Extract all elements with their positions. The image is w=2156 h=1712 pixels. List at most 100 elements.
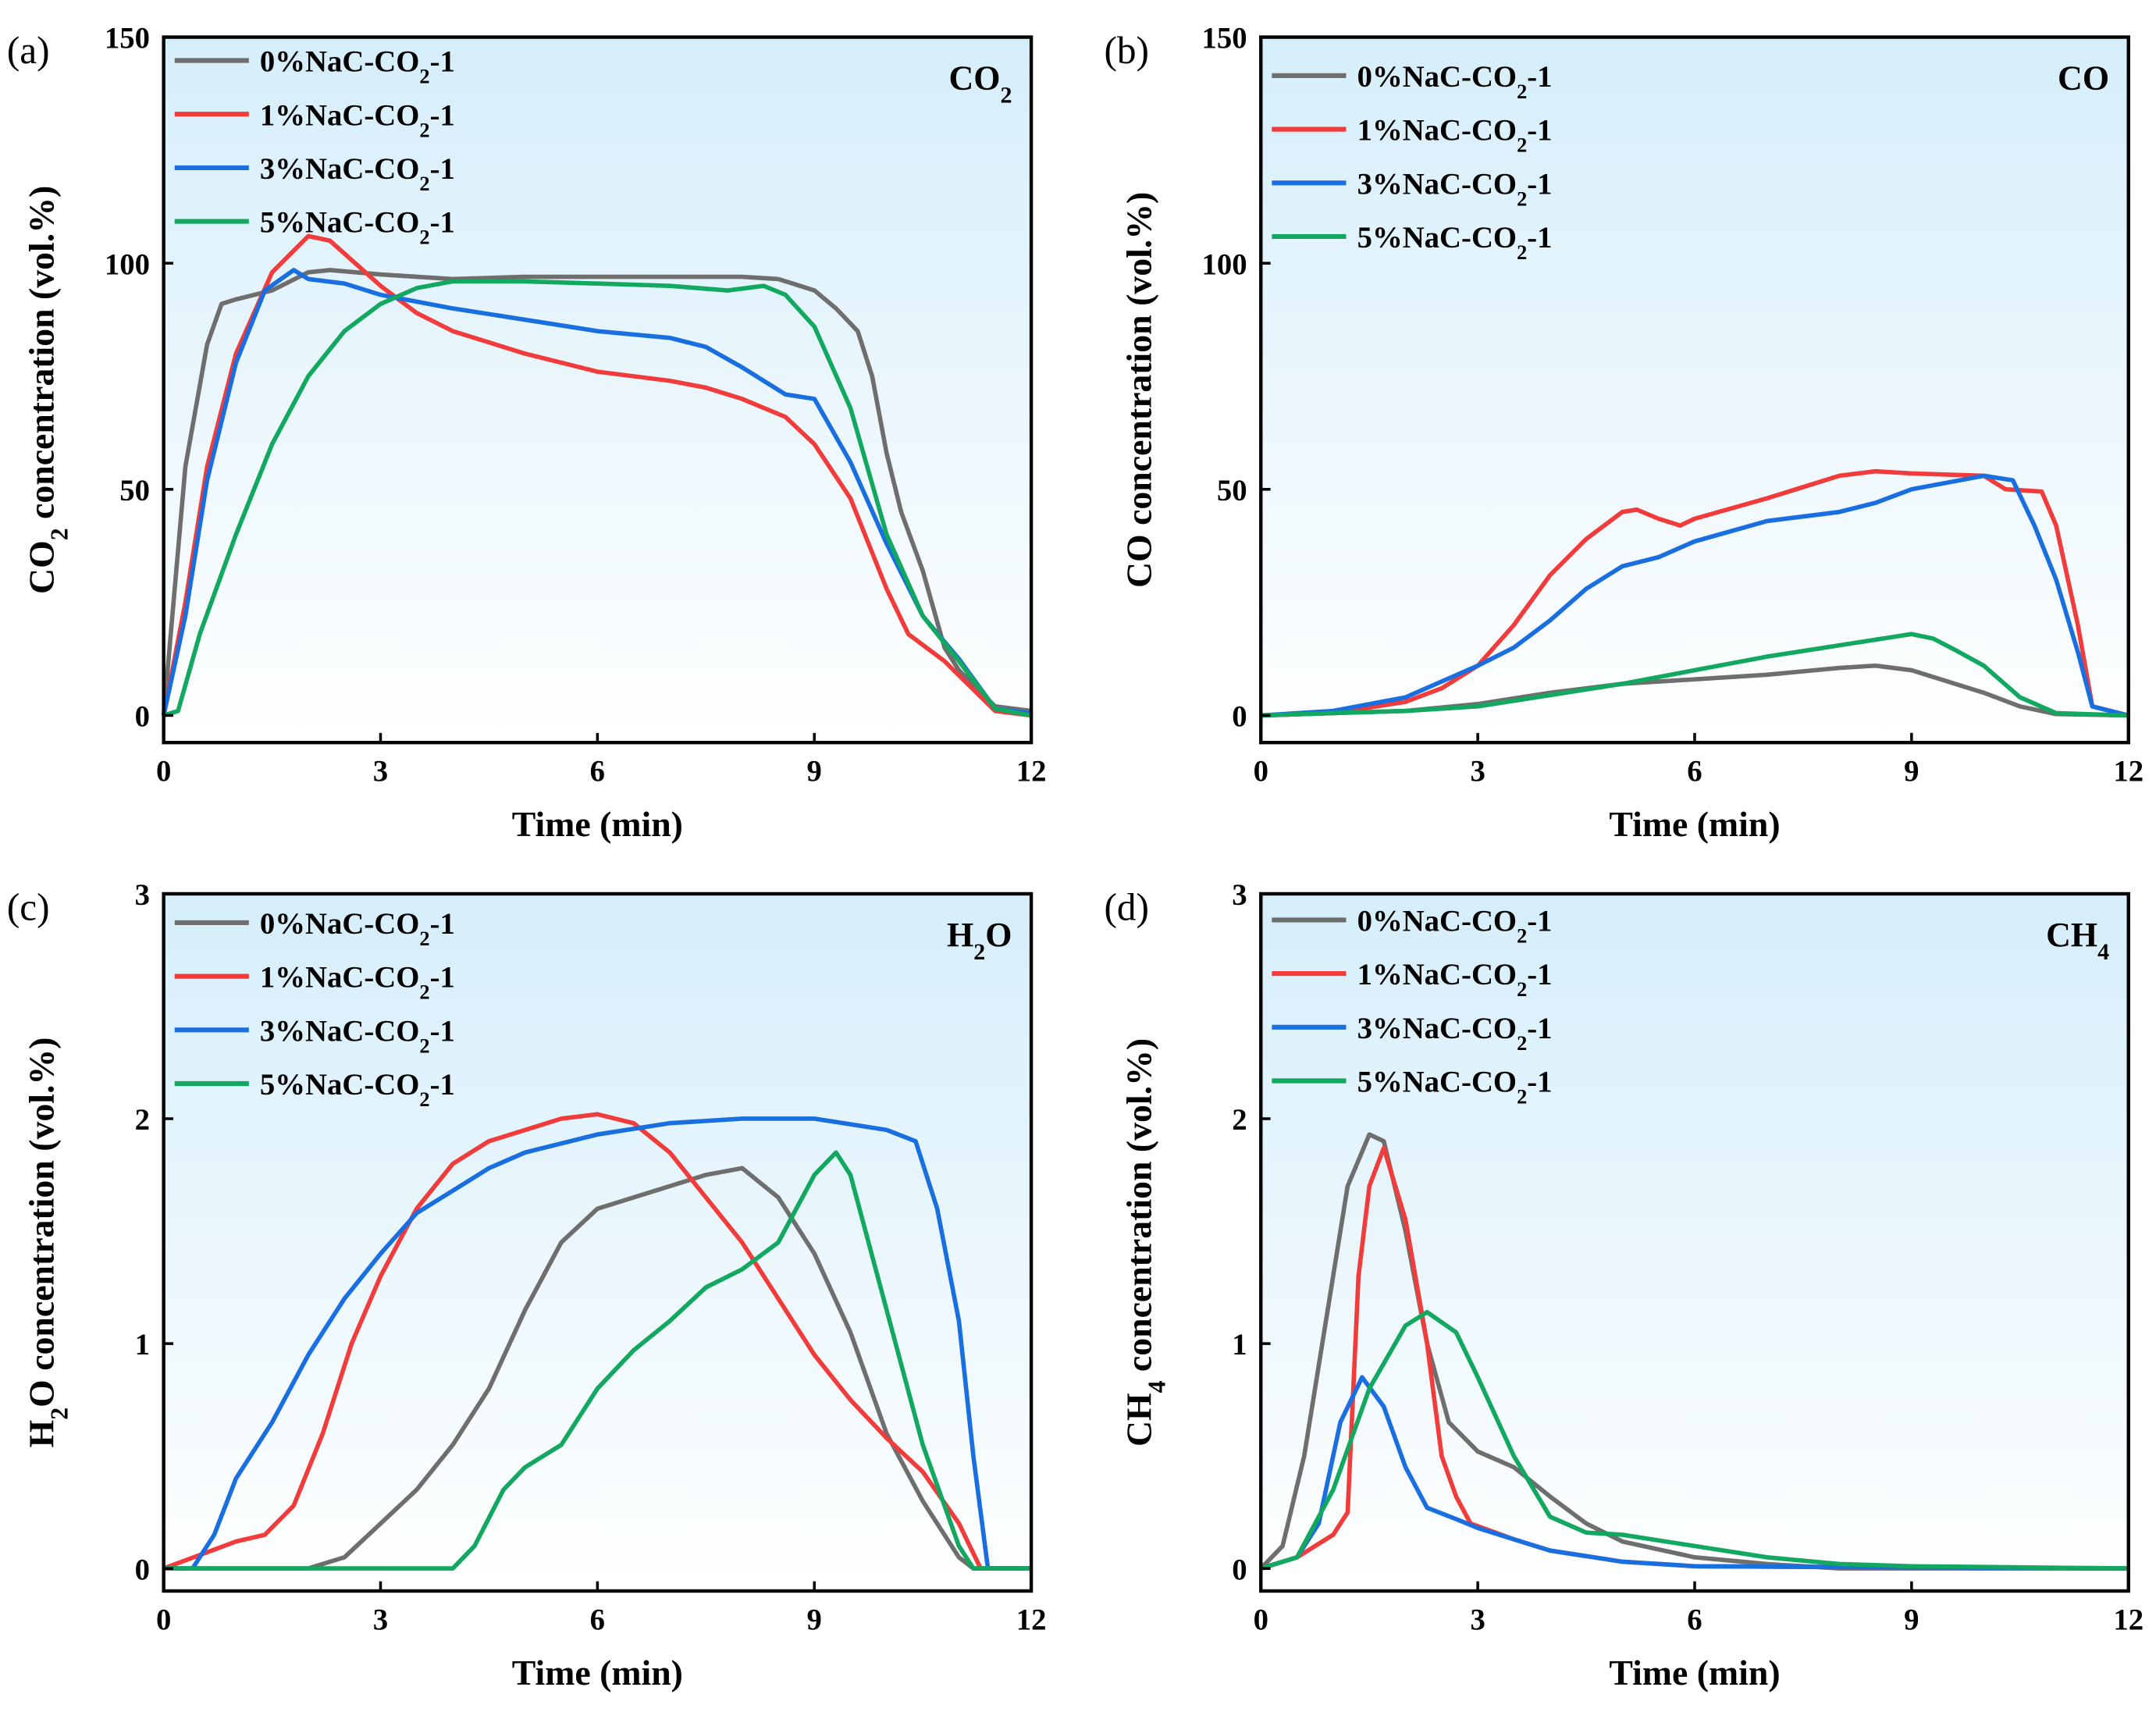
y-tick-label: 0 bbox=[1232, 700, 1247, 734]
legend-item: 3%NaC-CO2-1 bbox=[1272, 167, 1553, 210]
y-axis-label: CH4 concentration (vol.%) bbox=[1119, 1038, 1170, 1447]
y-tick-label: 3 bbox=[135, 878, 150, 912]
legend-item: 0%NaC-CO2-1 bbox=[174, 45, 455, 88]
x-tick-label: 9 bbox=[807, 755, 822, 788]
x-tick-label: 0 bbox=[156, 1603, 171, 1636]
series-line-5%NaC-CO2-1 bbox=[1260, 1309, 2129, 1571]
legend-label: 3%NaC-CO2-1 bbox=[260, 1014, 455, 1057]
y-tick-label: 2 bbox=[135, 1103, 150, 1137]
legend: 0%NaC-CO2-1 1%NaC-CO2-1 3%NaC-CO2-1 5%NaC-C… bbox=[1272, 60, 1553, 264]
legend-label: 1%NaC-CO2-1 bbox=[260, 98, 455, 141]
y-tick-label: 50 bbox=[119, 474, 150, 507]
legend-item: 5%NaC-CO2-1 bbox=[174, 1068, 455, 1111]
y-tick-label: 150 bbox=[1202, 22, 1247, 55]
x-tick-label: 3 bbox=[1470, 1603, 1485, 1636]
legend: 0%NaC-CO2-1 1%NaC-CO2-1 3%NaC-CO2-1 5%NaC-C… bbox=[174, 907, 455, 1111]
chart-panel-b: 0 3 6 9 12 0 50 100 150 Time (min) CO concentratio… bbox=[1104, 22, 2144, 844]
legend-item: 3%NaC-CO2-1 bbox=[174, 1014, 455, 1057]
y-tick-label: 3 bbox=[1232, 878, 1247, 912]
x-tick-label: 12 bbox=[2113, 1603, 2144, 1636]
legend-label: 5%NaC-CO2-1 bbox=[260, 206, 455, 249]
series-line-3%NaC-CO2-1 bbox=[163, 1116, 1032, 1571]
x-tick-label: 6 bbox=[1687, 755, 1702, 788]
x-tick-label: 9 bbox=[1904, 755, 1919, 788]
y-tick-label: 1 bbox=[135, 1328, 150, 1361]
legend-label: 1%NaC-CO2-1 bbox=[1357, 958, 1553, 1001]
x-tick-label: 12 bbox=[1016, 1603, 1047, 1636]
panel-label: (a) bbox=[7, 29, 50, 72]
legend-label: 5%NaC-CO2-1 bbox=[260, 1068, 455, 1111]
legend-item: 1%NaC-CO2-1 bbox=[174, 98, 455, 141]
x-axis-label: Time (min) bbox=[512, 1653, 683, 1692]
x-axis-label: Time (min) bbox=[1609, 804, 1780, 844]
x-tick-label: 12 bbox=[2113, 755, 2144, 788]
legend-item: 5%NaC-CO2-1 bbox=[174, 206, 455, 249]
legend-item: 1%NaC-CO2-1 bbox=[1272, 114, 1553, 157]
gas-label: CO2 bbox=[948, 59, 1012, 108]
legend-label: 0%NaC-CO2-1 bbox=[260, 907, 455, 950]
legend-label: 3%NaC-CO2-1 bbox=[1357, 167, 1553, 210]
legend-item: 5%NaC-CO2-1 bbox=[1272, 1066, 1553, 1109]
y-tick-label: 100 bbox=[1202, 247, 1247, 281]
legend-label: 0%NaC-CO2-1 bbox=[1357, 60, 1553, 103]
panel-label: (d) bbox=[1104, 885, 1148, 928]
legend-item: 1%NaC-CO2-1 bbox=[1272, 958, 1553, 1001]
plot-background bbox=[1261, 37, 2129, 743]
series-line-5%NaC-CO2-1 bbox=[1261, 632, 2129, 718]
legend-item: 0%NaC-CO2-1 bbox=[1272, 904, 1553, 947]
y-tick-label: 50 bbox=[1217, 474, 1247, 507]
legend: 0%NaC-CO2-1 1%NaC-CO2-1 3%NaC-CO2-1 5%NaC-C… bbox=[1272, 904, 1553, 1109]
y-tick-label: 2 bbox=[1232, 1103, 1247, 1137]
x-tick-label: 0 bbox=[1254, 755, 1268, 788]
legend-label: 1%NaC-CO2-1 bbox=[260, 961, 455, 1004]
y-axis-label: CO2 concentration (vol.%) bbox=[22, 186, 73, 594]
legend-label: 5%NaC-CO2-1 bbox=[1357, 221, 1553, 264]
x-tick-label: 6 bbox=[590, 1603, 605, 1636]
series-line-1%NaC-CO2-1 bbox=[162, 1112, 1032, 1571]
x-tick-label: 9 bbox=[1904, 1603, 1919, 1636]
gas-label: CH4 bbox=[2046, 916, 2109, 965]
x-tick-label: 6 bbox=[1687, 1603, 1702, 1636]
x-tick-label: 9 bbox=[807, 1603, 822, 1636]
legend-label: 3%NaC-CO2-1 bbox=[260, 152, 455, 195]
x-tick-label: 12 bbox=[1016, 755, 1047, 788]
x-tick-label: 0 bbox=[1254, 1603, 1268, 1636]
series-line-3%NaC-CO2-1 bbox=[1261, 473, 2129, 718]
y-tick-label: 0 bbox=[1232, 1553, 1247, 1586]
legend-label: 0%NaC-CO2-1 bbox=[260, 45, 455, 88]
legend-label: 5%NaC-CO2-1 bbox=[1357, 1066, 1553, 1109]
legend-item: 3%NaC-CO2-1 bbox=[1272, 1012, 1553, 1055]
series-line-0%NaC-CO2-1 bbox=[161, 268, 1032, 716]
x-axis-label: Time (min) bbox=[1609, 1653, 1780, 1692]
y-tick-label: 0 bbox=[135, 700, 150, 734]
legend-item: 0%NaC-CO2-1 bbox=[174, 907, 455, 950]
legend-item: 5%NaC-CO2-1 bbox=[1272, 221, 1553, 264]
y-tick-label: 0 bbox=[135, 1553, 150, 1586]
legend-item: 3%NaC-CO2-1 bbox=[174, 152, 455, 195]
x-axis-label: Time (min) bbox=[512, 804, 683, 844]
series-line-0%NaC-CO2-1 bbox=[1259, 1132, 2129, 1571]
gas-label: CO bbox=[2058, 59, 2109, 97]
panel-label: (c) bbox=[7, 885, 50, 928]
legend-label: 0%NaC-CO2-1 bbox=[1357, 904, 1553, 947]
y-axis-label: H2O concentration (vol.%) bbox=[22, 1038, 73, 1448]
plot-background bbox=[1261, 893, 2129, 1591]
y-tick-label: 1 bbox=[1232, 1328, 1247, 1361]
y-axis-label: CO concentration (vol.%) bbox=[1119, 192, 1158, 588]
legend-item: 1%NaC-CO2-1 bbox=[174, 961, 455, 1004]
series-line-3%NaC-CO2-1 bbox=[161, 268, 1032, 717]
legend-label: 1%NaC-CO2-1 bbox=[1357, 114, 1553, 157]
x-tick-label: 3 bbox=[373, 1603, 388, 1636]
chart-panel-a: 0 3 6 9 12 0 50 100 150 Time (min) CO2 concentrati… bbox=[7, 22, 1047, 844]
x-tick-label: 3 bbox=[373, 755, 388, 788]
panel-label: (b) bbox=[1104, 29, 1148, 72]
series-line-5%NaC-CO2-1 bbox=[163, 1150, 1032, 1571]
series-line-3%NaC-CO2-1 bbox=[1260, 1375, 2129, 1571]
plot-background bbox=[163, 37, 1032, 743]
y-tick-label: 100 bbox=[105, 247, 150, 281]
gas-label: H2O bbox=[947, 916, 1012, 965]
x-tick-label: 3 bbox=[1470, 755, 1485, 788]
